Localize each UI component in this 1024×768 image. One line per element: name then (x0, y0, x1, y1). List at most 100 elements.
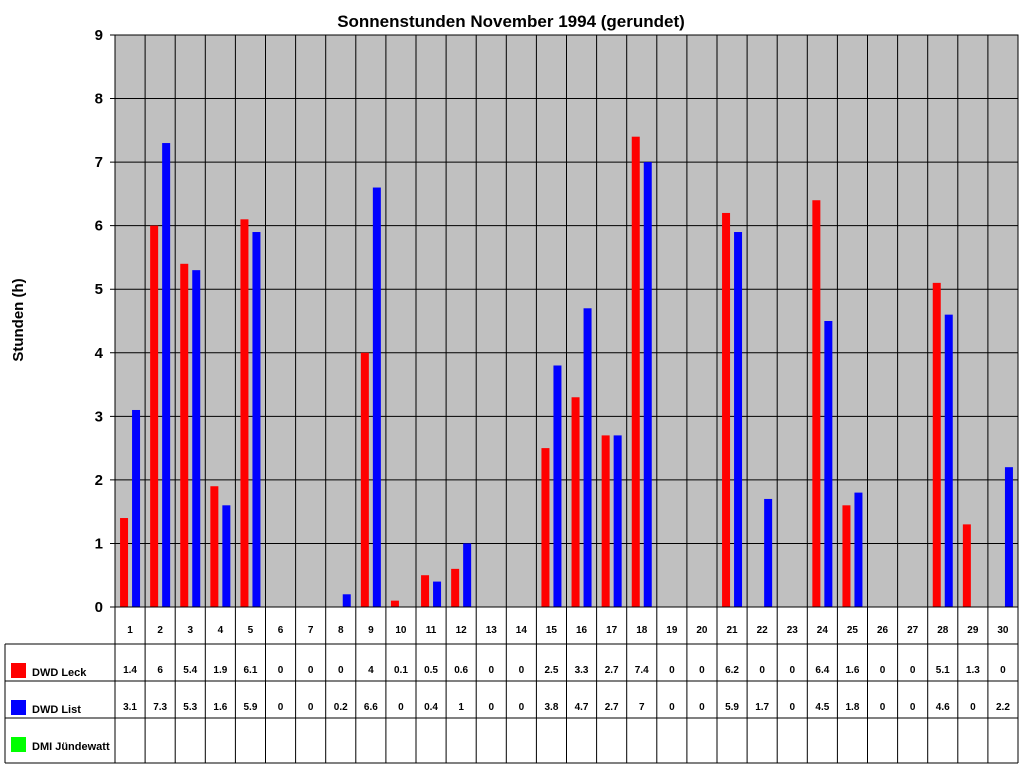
data-label: 2.2 (996, 702, 1010, 713)
data-label: 0 (278, 665, 284, 676)
data-label: 0 (1000, 665, 1006, 676)
x-tick-label: 7 (308, 625, 314, 636)
bar-dwd-leck (842, 505, 851, 607)
bar-dwd-list (583, 308, 592, 607)
x-tick-label: 11 (426, 625, 437, 636)
bar-dwd-list (854, 492, 863, 607)
x-tick-label: 8 (338, 625, 344, 636)
data-label: 1.6 (845, 665, 859, 676)
data-label: 6 (157, 665, 163, 676)
legend-swatch (11, 663, 26, 678)
data-label: 2.7 (605, 702, 619, 713)
data-label: 0 (308, 702, 314, 713)
x-tick-label: 16 (576, 625, 588, 636)
bar-dwd-leck (571, 397, 580, 607)
x-tick-label: 22 (757, 625, 769, 636)
data-label: 6.2 (725, 665, 739, 676)
data-label: 0 (488, 665, 494, 676)
data-label: 3.3 (575, 665, 589, 676)
data-label: 0 (669, 665, 675, 676)
x-tick-label: 5 (248, 625, 254, 636)
bar-dwd-leck (722, 212, 731, 607)
bar-dwd-leck (120, 518, 129, 607)
bar-dwd-leck (812, 200, 821, 607)
data-label: 0 (910, 665, 916, 676)
data-label: 0 (398, 702, 404, 713)
bar-dwd-leck (962, 524, 971, 607)
data-label: 0 (699, 665, 705, 676)
bar-dwd-list (192, 270, 201, 607)
bar-dwd-leck (240, 219, 249, 608)
data-label: 3.1 (123, 702, 137, 713)
x-tick-label: 30 (997, 625, 1009, 636)
x-tick-label: 10 (395, 625, 407, 636)
y-tick-label: 7 (95, 154, 103, 171)
data-label: 6.4 (815, 665, 829, 676)
bar-dwd-leck (932, 282, 941, 607)
data-label: 5.1 (936, 665, 950, 676)
bar-dwd-list (342, 594, 351, 607)
bar-dwd-leck (451, 568, 460, 607)
legend-swatch (11, 737, 26, 752)
data-label: 0 (308, 665, 314, 676)
data-label: 0 (519, 665, 525, 676)
data-label: 0 (910, 702, 916, 713)
bar-dwd-leck (150, 225, 159, 607)
data-label: 7 (639, 702, 645, 713)
bar-dwd-list (463, 543, 472, 607)
x-tick-label: 17 (606, 625, 618, 636)
x-tick-label: 15 (546, 625, 558, 636)
bar-dwd-list (372, 187, 381, 608)
legend-label: DWD Leck (32, 667, 87, 679)
data-label: 6.1 (243, 665, 257, 676)
y-tick-label: 6 (95, 218, 103, 235)
data-label: 1.8 (845, 702, 859, 713)
legend-label: DWD List (32, 704, 81, 716)
x-tick-label: 25 (847, 625, 859, 636)
data-label: 4.7 (575, 702, 589, 713)
data-label: 5.3 (183, 702, 197, 713)
data-label: 0 (789, 665, 795, 676)
x-tick-label: 13 (486, 625, 498, 636)
bar-dwd-list (824, 321, 833, 607)
data-label: 0.4 (424, 702, 438, 713)
y-tick-label: 4 (95, 345, 104, 362)
x-tick-label: 18 (636, 625, 648, 636)
x-tick-label: 6 (278, 625, 284, 636)
data-label: 0 (789, 702, 795, 713)
x-tick-label: 14 (516, 625, 528, 636)
bar-dwd-list (764, 498, 773, 607)
bar-dwd-list (132, 409, 141, 607)
x-tick-label: 29 (967, 625, 979, 636)
bar-dwd-list (643, 162, 652, 607)
data-label: 0.2 (334, 702, 348, 713)
data-label: 0.6 (454, 665, 468, 676)
x-tick-label: 19 (666, 625, 678, 636)
data-label: 4.5 (815, 702, 829, 713)
chart-title: Sonnenstunden November 1994 (gerundet) (337, 12, 685, 31)
bar-dwd-list (734, 232, 743, 607)
data-label: 2.5 (544, 665, 558, 676)
bar-dwd-list (1004, 467, 1013, 607)
data-label: 2.7 (605, 665, 619, 676)
x-tick-label: 9 (368, 625, 374, 636)
data-label: 1.9 (213, 665, 227, 676)
data-label: 1.6 (213, 702, 227, 713)
data-label: 7.3 (153, 702, 167, 713)
bar-dwd-list (944, 314, 953, 607)
data-label: 7.4 (635, 665, 649, 676)
x-tick-label: 20 (696, 625, 708, 636)
data-label: 1.3 (966, 665, 980, 676)
data-label: 5.4 (183, 665, 197, 676)
y-tick-label: 8 (95, 91, 103, 108)
data-label: 3.8 (544, 702, 558, 713)
bar-dwd-list (613, 435, 622, 607)
data-label: 6.6 (364, 702, 378, 713)
data-label: 0 (970, 702, 976, 713)
data-label: 0 (699, 702, 705, 713)
x-tick-label: 24 (817, 625, 829, 636)
y-tick-label: 1 (95, 535, 103, 552)
data-label: 0 (759, 665, 765, 676)
bar-dwd-leck (180, 263, 189, 607)
y-tick-label: 5 (95, 281, 103, 298)
